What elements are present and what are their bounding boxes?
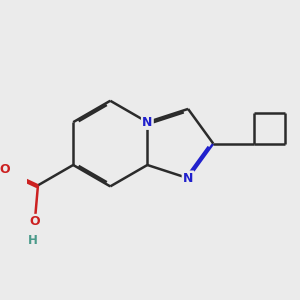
Text: N: N	[142, 116, 152, 129]
Text: N: N	[183, 172, 193, 185]
Text: H: H	[28, 234, 38, 247]
Text: O: O	[0, 164, 10, 176]
Text: O: O	[29, 215, 40, 228]
